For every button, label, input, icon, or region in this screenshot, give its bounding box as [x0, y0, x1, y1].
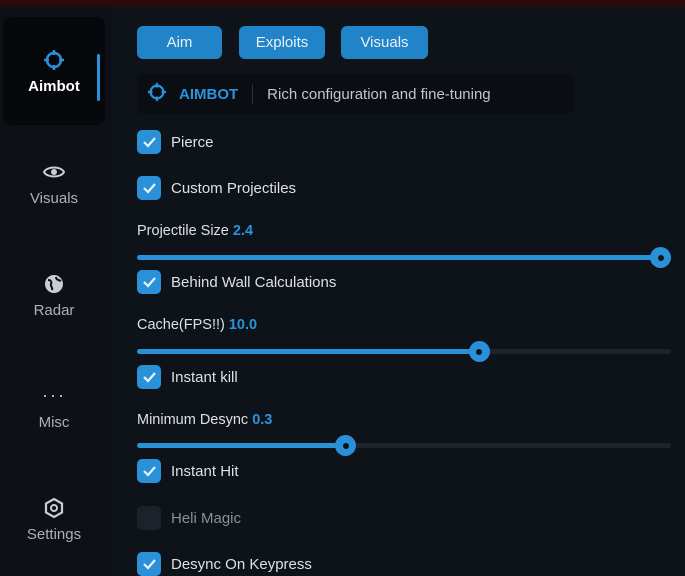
section-header: AIMBOT Rich configuration and fine-tunin…	[137, 74, 574, 114]
tab-exploits[interactable]: Exploits	[239, 26, 325, 59]
sidebar-item-label: Radar	[33, 301, 75, 319]
custom-projectiles-checkbox[interactable]: Custom Projectiles	[137, 176, 296, 200]
ellipsis-icon: ···	[42, 385, 66, 405]
divider	[252, 84, 254, 104]
active-indicator	[97, 54, 100, 101]
title-bar	[0, 0, 685, 7]
desync-keypress-checkbox[interactable]: Desync On Keypress	[137, 552, 312, 576]
sidebar-item-label: Aimbot	[28, 77, 80, 95]
slider-value: 10.0	[228, 317, 258, 333]
tab-aim[interactable]: Aim	[137, 26, 222, 59]
slider-label: Projectile Size	[137, 223, 229, 239]
slider-value: 0.3	[252, 412, 273, 428]
checkbox-empty	[137, 506, 161, 530]
sidebar-item-label: Visuals	[29, 189, 79, 207]
instant-kill-checkbox[interactable]: Instant kill	[137, 365, 238, 389]
checkbox-label: Pierce	[171, 133, 214, 151]
cache-label: Cache(FPS!!) 10.0	[137, 317, 257, 333]
checkbox-label: Behind Wall Calculations	[171, 273, 337, 291]
checkbox-label: Instant Hit	[171, 462, 239, 480]
crosshair-icon	[147, 82, 167, 106]
globe-icon	[44, 272, 64, 296]
slider-fill	[137, 255, 661, 260]
min-desync-slider[interactable]	[137, 435, 671, 456]
sidebar-item-label: Misc	[38, 413, 70, 431]
heli-magic-checkbox[interactable]: Heli Magic	[137, 506, 241, 530]
check-icon	[137, 270, 161, 294]
slider-label: Minimum Desync	[137, 412, 249, 428]
eye-icon	[43, 160, 65, 184]
projectile-size-label: Projectile Size 2.4	[137, 223, 253, 239]
check-icon	[137, 176, 161, 200]
check-icon	[137, 459, 161, 483]
crosshair-icon	[43, 48, 65, 72]
slider-value: 2.4	[232, 223, 254, 239]
tab-visuals[interactable]: Visuals	[341, 26, 428, 59]
cache-slider[interactable]	[137, 341, 671, 362]
check-icon	[137, 552, 161, 576]
slider-fill	[137, 443, 346, 448]
sidebar-item-label: Settings	[26, 525, 82, 543]
slider-fill	[137, 349, 479, 354]
checkbox-label: Instant kill	[171, 368, 238, 386]
checkbox-label: Custom Projectiles	[171, 179, 297, 197]
projectile-size-slider[interactable]	[137, 247, 672, 268]
checkbox-label: Heli Magic	[171, 509, 242, 527]
slider-handle[interactable]	[650, 247, 672, 268]
slider-handle[interactable]	[335, 435, 357, 456]
slider-handle[interactable]	[468, 341, 490, 362]
checkbox-label: Desync On Keypress	[171, 555, 312, 573]
check-icon	[137, 130, 161, 154]
instant-hit-checkbox[interactable]: Instant Hit	[137, 459, 239, 483]
sidebar-item-visuals[interactable]: Visuals	[3, 129, 105, 237]
sidebar-item-aimbot[interactable]: Aimbot	[3, 17, 105, 125]
sidebar-item-radar[interactable]: Radar	[3, 241, 105, 349]
min-desync-label: Minimum Desync 0.3	[137, 412, 272, 428]
behind-wall-checkbox[interactable]: Behind Wall Calculations	[137, 270, 336, 294]
check-icon	[137, 365, 161, 389]
gear-icon	[44, 496, 64, 520]
sidebar-item-settings[interactable]: Settings	[3, 465, 105, 573]
sidebar: Aimbot Visuals Radar ··· Misc Settings	[0, 7, 112, 575]
sidebar-item-misc[interactable]: ··· Misc	[3, 353, 105, 461]
section-title: AIMBOT	[179, 85, 239, 103]
slider-label: Cache(FPS!!)	[137, 317, 225, 333]
section-subtitle: Rich configuration and fine-tuning	[267, 85, 491, 103]
pierce-checkbox[interactable]: Pierce	[137, 130, 214, 154]
